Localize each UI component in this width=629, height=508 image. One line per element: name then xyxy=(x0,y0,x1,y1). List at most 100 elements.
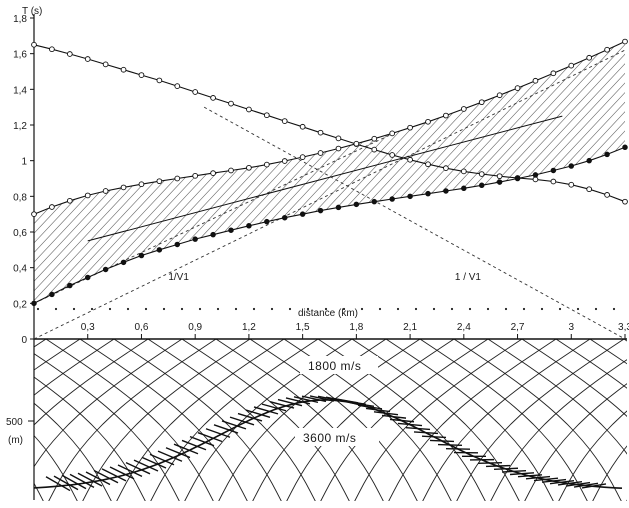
data-point xyxy=(282,215,287,220)
hatch-line xyxy=(195,20,495,340)
hatch-line xyxy=(267,20,567,340)
data-point xyxy=(515,86,520,91)
velocity-label-top: 1800 m/s xyxy=(308,359,361,373)
x-tick-label: 2,4 xyxy=(457,322,471,333)
hatch-line xyxy=(0,20,288,340)
interface-hatch xyxy=(70,474,94,487)
y-tick-label: 0,8 xyxy=(13,192,27,203)
hatch-line xyxy=(366,20,629,340)
hatch-line xyxy=(150,20,450,340)
baseline-dot xyxy=(271,308,273,310)
hatch-line xyxy=(231,20,531,340)
data-point xyxy=(551,179,556,184)
baseline-dot xyxy=(577,308,579,310)
data-point xyxy=(408,194,413,199)
baseline-dot xyxy=(181,308,183,310)
hatch-line xyxy=(582,20,629,340)
baseline-dot xyxy=(379,308,381,310)
data-point xyxy=(462,186,467,191)
interface-hatch xyxy=(494,468,518,469)
hatch-line xyxy=(600,20,629,340)
y-tick-label: 0,6 xyxy=(13,228,27,239)
interface-hatch xyxy=(502,471,526,472)
data-point xyxy=(461,107,466,112)
hatch-line xyxy=(0,20,162,340)
x-tick-label: 3,3 xyxy=(618,322,629,333)
data-point xyxy=(623,199,628,204)
data-point xyxy=(157,248,162,253)
hatch-line xyxy=(69,20,369,340)
data-point xyxy=(282,119,287,124)
hatch-line xyxy=(96,20,396,340)
hatch-line xyxy=(465,20,629,340)
data-point xyxy=(67,198,72,203)
wavefront-curve xyxy=(555,339,629,503)
data-point xyxy=(121,260,126,265)
baseline-dot xyxy=(73,308,75,310)
data-point xyxy=(318,130,323,135)
hatch-line xyxy=(357,20,629,340)
data-point xyxy=(605,152,610,157)
hatch-line xyxy=(0,20,54,340)
x-tick-label: 3 xyxy=(568,322,574,333)
data-point xyxy=(157,78,162,83)
data-point xyxy=(444,189,449,194)
data-point xyxy=(479,183,484,188)
hatch-line xyxy=(0,20,99,340)
data-point xyxy=(497,93,502,98)
hatch-line xyxy=(294,20,594,340)
baseline-dot xyxy=(217,308,219,310)
hatch-line xyxy=(213,20,513,340)
data-point xyxy=(193,237,198,242)
data-point xyxy=(408,157,413,162)
hatch-line xyxy=(42,20,342,340)
data-point xyxy=(32,212,37,217)
hatch-line xyxy=(249,20,549,340)
hatch-line xyxy=(303,20,603,340)
hatch-line xyxy=(375,20,629,340)
data-point xyxy=(85,57,90,62)
baseline-dot xyxy=(253,308,255,310)
hatch-line xyxy=(0,20,135,340)
data-point xyxy=(300,124,305,129)
data-point xyxy=(264,113,269,118)
data-point xyxy=(300,155,305,160)
hatch-line xyxy=(0,20,45,340)
data-point xyxy=(390,131,395,136)
data-point xyxy=(587,55,592,60)
x-tick-label: 1,2 xyxy=(242,322,256,333)
y-tick-label: 1,6 xyxy=(13,50,27,61)
data-point xyxy=(175,176,180,181)
data-point xyxy=(103,267,108,272)
hatch-line xyxy=(204,20,504,340)
hatch-line xyxy=(591,20,629,340)
baseline-dot xyxy=(469,308,471,310)
data-point xyxy=(569,182,574,187)
x-tick-label: 1,5 xyxy=(296,322,310,333)
data-point xyxy=(318,151,323,156)
data-point xyxy=(68,283,73,288)
hatch-line xyxy=(510,20,629,340)
interface-hatch xyxy=(430,440,454,441)
data-point xyxy=(551,71,556,76)
data-point xyxy=(336,146,341,151)
data-point xyxy=(67,52,72,57)
hatch-line xyxy=(0,20,9,340)
baseline-dot xyxy=(451,308,453,310)
hatch-line xyxy=(0,20,261,340)
hatch-line xyxy=(0,20,180,340)
data-point xyxy=(533,78,538,83)
data-point xyxy=(300,212,305,217)
baseline-dot xyxy=(433,308,435,310)
interface-hatch xyxy=(510,473,534,475)
hatch-line xyxy=(240,20,540,340)
data-point xyxy=(497,174,502,179)
hatch-line xyxy=(0,20,252,340)
data-point xyxy=(193,173,198,178)
data-point xyxy=(623,145,628,150)
hatch-line xyxy=(429,20,629,340)
hatch-line xyxy=(0,20,27,340)
baseline-dot xyxy=(235,308,237,310)
hatch-line xyxy=(0,20,81,340)
